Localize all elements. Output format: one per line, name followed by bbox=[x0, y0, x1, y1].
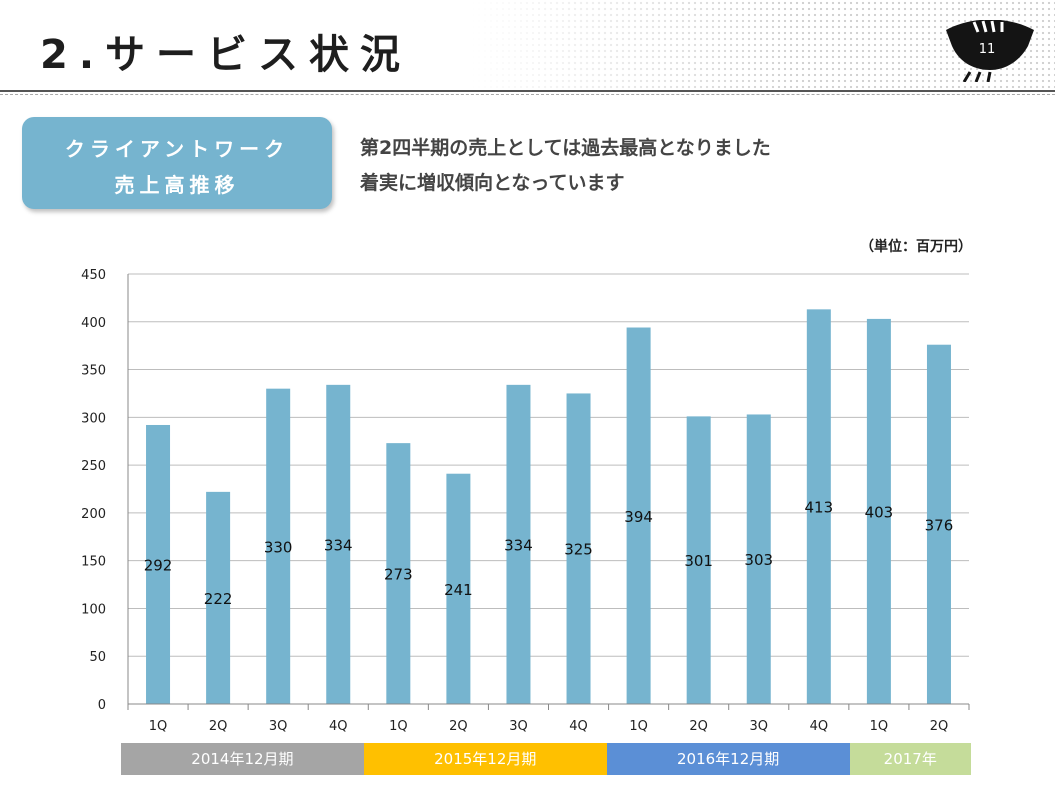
y-tick-label: 400 bbox=[81, 316, 106, 331]
section-label-line1: クライアントワーク bbox=[64, 137, 290, 161]
x-tick-label: 2Q bbox=[930, 719, 949, 734]
period-band: 2014年12月期 bbox=[121, 743, 364, 775]
x-tick-label: 2Q bbox=[209, 719, 228, 734]
x-tick-label: 4Q bbox=[810, 719, 829, 734]
x-tick-label: 2Q bbox=[449, 719, 468, 734]
headline-line2: 着実に増収傾向となっています bbox=[360, 172, 625, 194]
x-tick-label: 3Q bbox=[269, 719, 288, 734]
x-tick-label: 4Q bbox=[569, 719, 588, 734]
period-band: 2016年12月期 bbox=[606, 743, 850, 775]
unit-label: （単位：百万円） bbox=[860, 239, 972, 255]
data-label: 303 bbox=[744, 551, 773, 569]
x-tick-label: 1Q bbox=[629, 719, 648, 734]
y-tick-label: 0 bbox=[98, 698, 106, 713]
data-label: 273 bbox=[384, 566, 413, 584]
headline-line1: 第2四半期の売上としては過去最高となりました bbox=[360, 137, 771, 159]
bar bbox=[806, 309, 831, 704]
data-label: 325 bbox=[564, 541, 593, 559]
bar bbox=[446, 473, 471, 704]
bar bbox=[206, 491, 231, 704]
y-tick-label: 200 bbox=[81, 507, 106, 522]
period-band: 2017年 bbox=[849, 743, 971, 775]
data-label: 413 bbox=[805, 499, 834, 517]
slide-title: 2.サービス状況 bbox=[40, 32, 412, 78]
bar bbox=[626, 327, 651, 704]
data-label: 241 bbox=[444, 581, 473, 599]
y-tick-label: 150 bbox=[81, 555, 106, 570]
bar bbox=[506, 384, 531, 704]
bar bbox=[746, 414, 771, 704]
title-divider-dashed bbox=[0, 94, 1055, 95]
x-tick-label: 1Q bbox=[389, 719, 408, 734]
headline: 第2四半期の売上としては過去最高となりました 着実に増収傾向となっています bbox=[360, 131, 771, 201]
section-label-box: クライアントワーク 売上高推移 bbox=[22, 117, 332, 209]
data-label: 222 bbox=[204, 590, 233, 608]
section-label-line2: 売上高推移 bbox=[114, 173, 240, 197]
bar bbox=[146, 424, 171, 704]
y-tick-label: 250 bbox=[81, 459, 106, 474]
data-label: 334 bbox=[324, 536, 353, 554]
x-tick-label: 2Q bbox=[689, 719, 708, 734]
data-label: 330 bbox=[264, 538, 293, 556]
data-label: 301 bbox=[684, 552, 713, 570]
x-tick-label: 1Q bbox=[149, 719, 168, 734]
x-tick-label: 1Q bbox=[870, 719, 889, 734]
data-label: 334 bbox=[504, 536, 533, 554]
x-tick-label: 3Q bbox=[509, 719, 528, 734]
data-label: 376 bbox=[925, 516, 954, 534]
x-tick-label: 3Q bbox=[749, 719, 768, 734]
bar bbox=[566, 393, 591, 704]
bar bbox=[386, 443, 411, 704]
period-band: 2015年12月期 bbox=[363, 743, 607, 775]
bar bbox=[326, 384, 351, 704]
boat-logo-icon bbox=[946, 20, 1034, 82]
x-tick-label: 4Q bbox=[329, 719, 348, 734]
bar bbox=[926, 344, 951, 704]
y-tick-label: 300 bbox=[81, 411, 106, 426]
page-number: 11 bbox=[978, 42, 996, 57]
y-tick-label: 100 bbox=[81, 602, 106, 617]
data-label: 292 bbox=[144, 556, 173, 574]
data-label: 394 bbox=[624, 508, 653, 526]
data-label: 403 bbox=[865, 503, 894, 521]
y-tick-label: 350 bbox=[81, 364, 106, 379]
bar bbox=[266, 388, 291, 704]
title-divider bbox=[0, 90, 1055, 92]
y-tick-label: 450 bbox=[81, 268, 106, 283]
y-tick-label: 50 bbox=[89, 650, 106, 665]
bar bbox=[866, 318, 891, 704]
bar bbox=[686, 416, 711, 704]
